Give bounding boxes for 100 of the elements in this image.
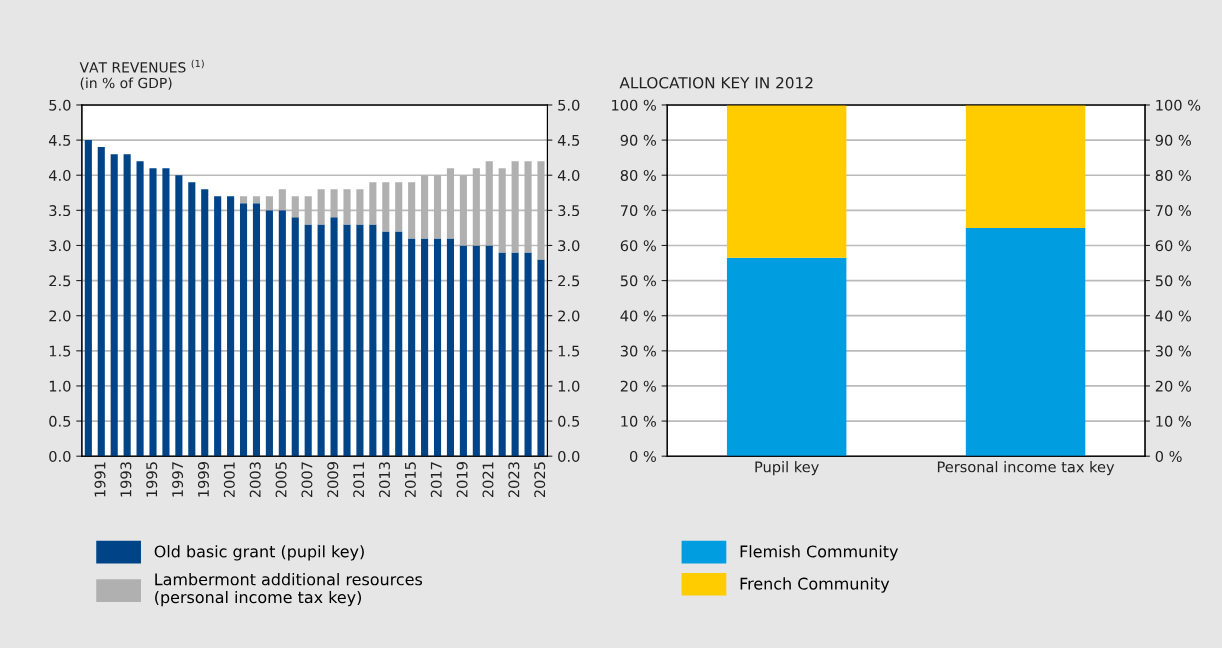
bar — [278, 189, 286, 211]
bar — [265, 210, 273, 457]
y-tick-label: 40 % — [620, 310, 656, 322]
y-tick-label: 90 % — [620, 134, 656, 146]
legend-label: Lambermont additional resources (personal income tax key) — [155, 572, 423, 607]
legend-label: Old basic grant (pupil key) — [154, 545, 364, 561]
y2-tick-label: 0 % — [1155, 450, 1182, 462]
bar — [726, 257, 847, 457]
y-tick-label: 20 % — [620, 380, 656, 392]
x-tick-label: 2019 — [456, 462, 468, 498]
y2-tick-label: 40 % — [1155, 310, 1191, 322]
y2-tick-label: 1.5 — [558, 345, 580, 357]
bar — [252, 203, 261, 457]
bar — [382, 231, 390, 457]
x-tick-label: 2025 — [534, 462, 546, 498]
x-tick-label: 2023 — [508, 462, 520, 498]
bar — [369, 224, 377, 457]
y2-tick-label: 60 % — [1155, 240, 1191, 252]
bar — [149, 168, 157, 457]
x-tick-label: 2003 — [249, 462, 261, 498]
bar — [278, 210, 286, 457]
bar — [498, 252, 506, 457]
bar — [330, 217, 338, 457]
x-tick-label: 1995 — [146, 462, 158, 497]
x-tick-label: 2009 — [327, 462, 339, 498]
x-tick-label: 2015 — [404, 462, 416, 498]
y2-tick-label: 1.0 — [558, 380, 580, 392]
bar — [175, 175, 183, 457]
x-tick-label: Pupil key — [755, 461, 819, 476]
bar — [537, 259, 545, 457]
bar — [304, 224, 312, 457]
y-tick-label: 4.0 — [48, 169, 71, 181]
y-tick-label: 2.5 — [49, 275, 71, 287]
text: VAT REVENUES $^{(1)}$ (in % of GDP) — [79, 59, 204, 90]
y2-tick-label: 50 % — [1155, 275, 1191, 287]
y2-tick-label: 4.5 — [557, 135, 580, 146]
bar — [965, 227, 1086, 457]
bar — [343, 224, 351, 457]
bar — [317, 224, 325, 457]
y2-tick-label: 100 % — [1156, 99, 1201, 111]
bar — [291, 217, 299, 457]
legend-label: Flemish Community — [740, 545, 899, 561]
y2-tick-label: 20 % — [1155, 380, 1191, 392]
bar — [511, 252, 519, 457]
y2-tick-label: 10 % — [1156, 415, 1191, 427]
bar — [446, 238, 455, 457]
y2-tick-label: 0.0 — [558, 450, 580, 462]
x-tick-label: 2005 — [275, 462, 287, 498]
chart-title: ALLOCATION KEY IN 2012 — [619, 76, 813, 89]
bar — [227, 196, 235, 457]
x-tick-label: 2001 — [223, 462, 235, 498]
y2-tick-label: 80 % — [1155, 169, 1191, 181]
y-tick-label: 2.0 — [49, 310, 71, 322]
x-tick-label: 2013 — [379, 462, 391, 498]
x-tick-label: 2011 — [353, 462, 365, 498]
legend-label: French Community — [740, 577, 890, 593]
y2-tick-label: 30 % — [1155, 345, 1191, 357]
y2-tick-label: 5.0 — [558, 99, 580, 111]
bar — [726, 104, 847, 258]
y2-tick-label: 70 % — [1155, 205, 1191, 217]
bar — [252, 196, 261, 204]
y2-tick-label: 3.0 — [558, 240, 580, 252]
x-tick-label: 1999 — [197, 462, 209, 497]
bar — [136, 161, 144, 457]
bar — [408, 238, 416, 457]
y2-tick-label: 4.0 — [557, 169, 580, 181]
x-tick-label: 2017 — [430, 462, 442, 498]
y2-tick-label: 3.5 — [558, 205, 580, 217]
x-tick-label: 2007 — [301, 462, 313, 498]
y-tick-label: 70 % — [620, 205, 656, 217]
x-tick-label: 2021 — [482, 462, 494, 498]
bar — [965, 104, 1086, 228]
y-tick-label: 60 % — [620, 240, 656, 252]
bar — [472, 245, 480, 457]
y2-tick-label: 2.0 — [558, 310, 580, 322]
y-tick-label: 0.5 — [49, 415, 71, 427]
bar — [356, 224, 364, 457]
bar — [395, 231, 403, 457]
bar — [188, 182, 196, 457]
bar — [265, 196, 273, 211]
x-tick-label: 1993 — [120, 462, 132, 497]
bar — [239, 196, 248, 204]
bar — [201, 189, 209, 457]
bar — [485, 245, 493, 457]
x-tick-label: 1991 — [94, 462, 106, 497]
bar — [239, 203, 248, 457]
y2-tick-label: 0.5 — [558, 415, 580, 427]
bar — [110, 154, 118, 457]
y2-tick-label: 2.5 — [558, 275, 580, 287]
y-tick-label: 1.5 — [49, 345, 71, 357]
y-tick-label: 3.0 — [49, 240, 71, 252]
y-tick-label: 5.0 — [49, 99, 71, 111]
y-tick-label: 50 % — [620, 275, 656, 287]
y2-tick-label: 90 % — [1155, 134, 1191, 146]
bar — [433, 238, 442, 457]
y-tick-label: 1.0 — [49, 380, 71, 392]
bar — [421, 238, 429, 457]
bar — [524, 252, 532, 457]
bar — [97, 147, 105, 457]
bar — [459, 245, 467, 457]
